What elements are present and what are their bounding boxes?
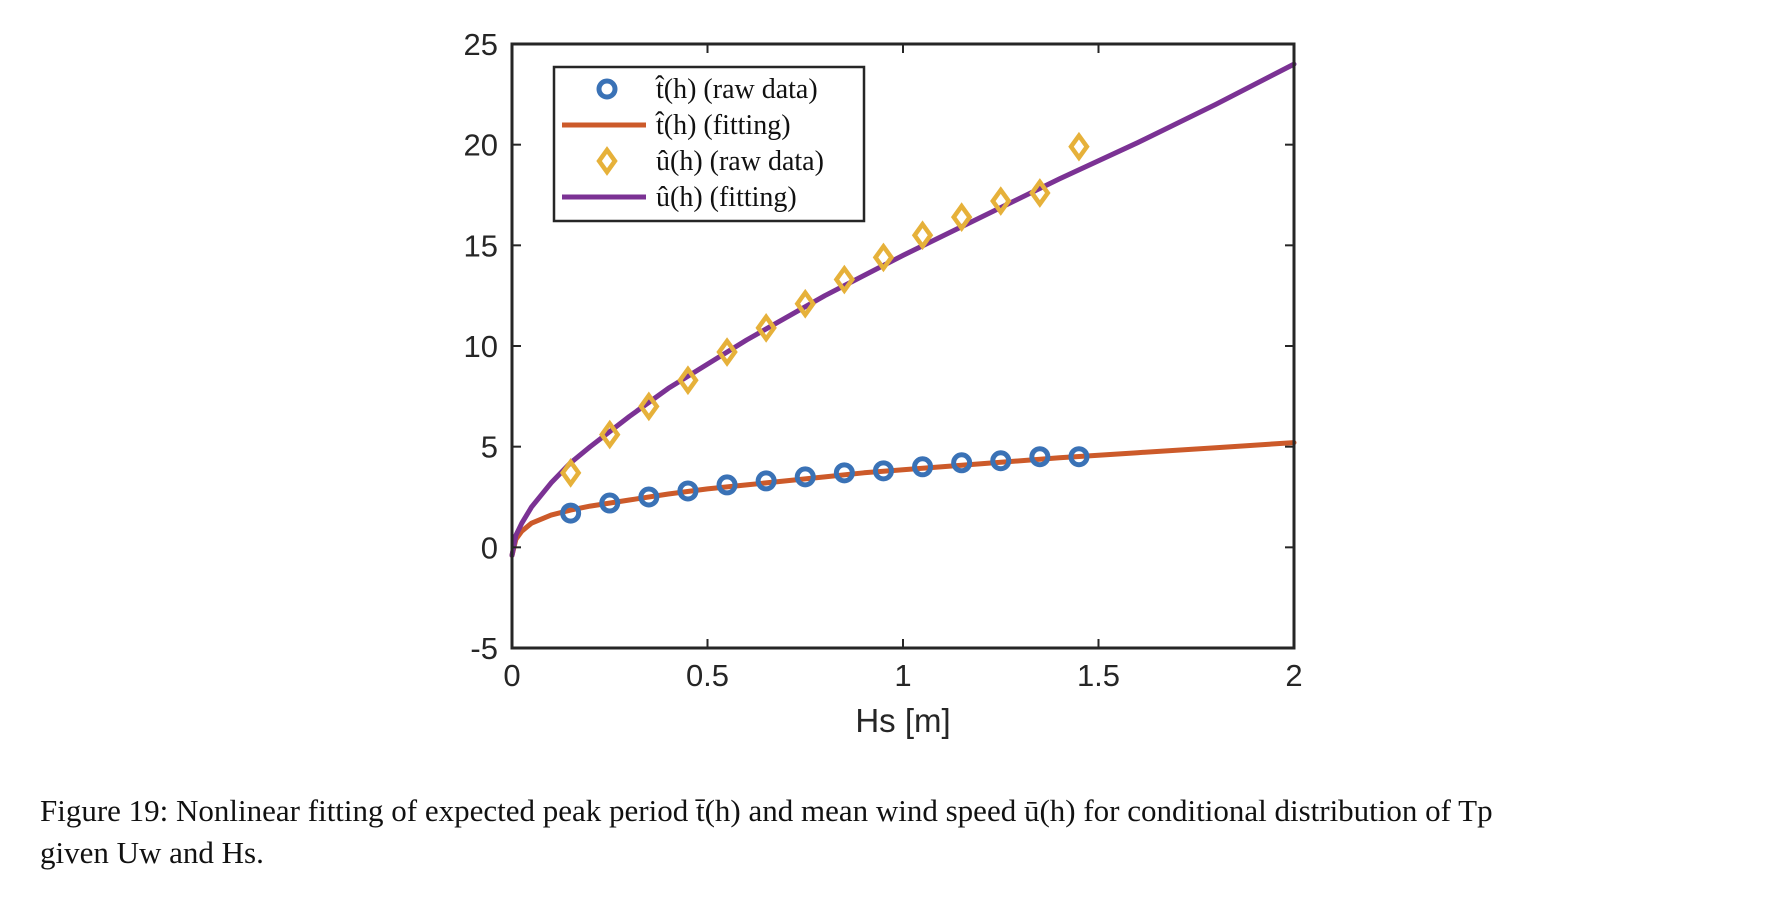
- y-tick-label: 15: [464, 228, 498, 263]
- y-tick-label: 5: [481, 430, 498, 465]
- legend-label: û(h) (fitting): [656, 182, 797, 213]
- data-point-circle: [833, 462, 855, 484]
- x-tick-label: 2: [1285, 658, 1302, 693]
- figure: 0 0.5 1 1.5 2 -5 0 5 10 15 20 25 Hs [m] t̂(h) (raw da…: [464, 27, 1303, 739]
- data-point-circle: [912, 456, 934, 478]
- legend-diamond-icon: [596, 146, 618, 176]
- legend-circle-icon: [596, 78, 618, 100]
- data-point-diamond: [950, 202, 973, 232]
- data-point-diamond: [716, 337, 738, 367]
- data-point-diamond: [833, 264, 856, 295]
- legend-label: t̂(h) (raw data): [655, 74, 818, 105]
- x-tick-label: 0: [503, 658, 520, 693]
- data-point-circle: [872, 460, 894, 482]
- x-axis-label: Hs [m]: [855, 702, 950, 739]
- y-tick-label: 10: [464, 329, 498, 364]
- series-line-3: [509, 61, 1297, 558]
- data-point-diamond: [794, 288, 816, 319]
- y-tick-label: 20: [464, 128, 498, 163]
- data-point-circle: [990, 450, 1012, 472]
- legend: t̂(h) (raw data) t̂(h) (fitting) û(h) (raw…: [552, 65, 866, 223]
- data-point-circle: [560, 502, 582, 524]
- data-point-diamond: [990, 186, 1012, 216]
- data-point-diamond: [559, 457, 582, 488]
- figure-caption: Figure 19: Nonlinear fitting of expected…: [40, 790, 1740, 874]
- y-tick-label: -5: [470, 631, 498, 666]
- data-point-circle: [599, 492, 621, 514]
- data-point-diamond: [677, 365, 699, 396]
- data-point-circle: [677, 480, 699, 502]
- data-point-diamond: [1029, 178, 1051, 208]
- data-point-circle: [716, 474, 738, 496]
- data-point-circle: [951, 452, 973, 474]
- data-point-diamond: [755, 313, 777, 343]
- caption-line-1: Figure 19: Nonlinear fitting of expected…: [40, 793, 1493, 828]
- y-tick-label: 0: [481, 530, 498, 565]
- data-point-circle: [755, 470, 777, 492]
- x-tick-label: 1: [894, 658, 911, 693]
- legend-label: û(h) (raw data): [656, 146, 824, 177]
- data-point-circle: [1029, 446, 1051, 468]
- data-point-circle: [638, 486, 660, 508]
- x-tick-label: 0.5: [686, 658, 729, 693]
- data-point-diamond: [638, 391, 660, 422]
- data-point-circle: [794, 466, 816, 488]
- data-point-diamond: [599, 419, 621, 450]
- caption-line-2: given Uw and Hs.: [40, 835, 264, 870]
- y-tick-label: 25: [464, 27, 498, 62]
- data-point-circle: [1068, 446, 1090, 468]
- data-point-diamond: [872, 242, 895, 273]
- data-point-diamond: [911, 220, 934, 251]
- x-tick-label: 1.5: [1077, 658, 1120, 693]
- data-point-diamond: [1068, 131, 1090, 162]
- legend-label: t̂(h) (fitting): [655, 110, 791, 141]
